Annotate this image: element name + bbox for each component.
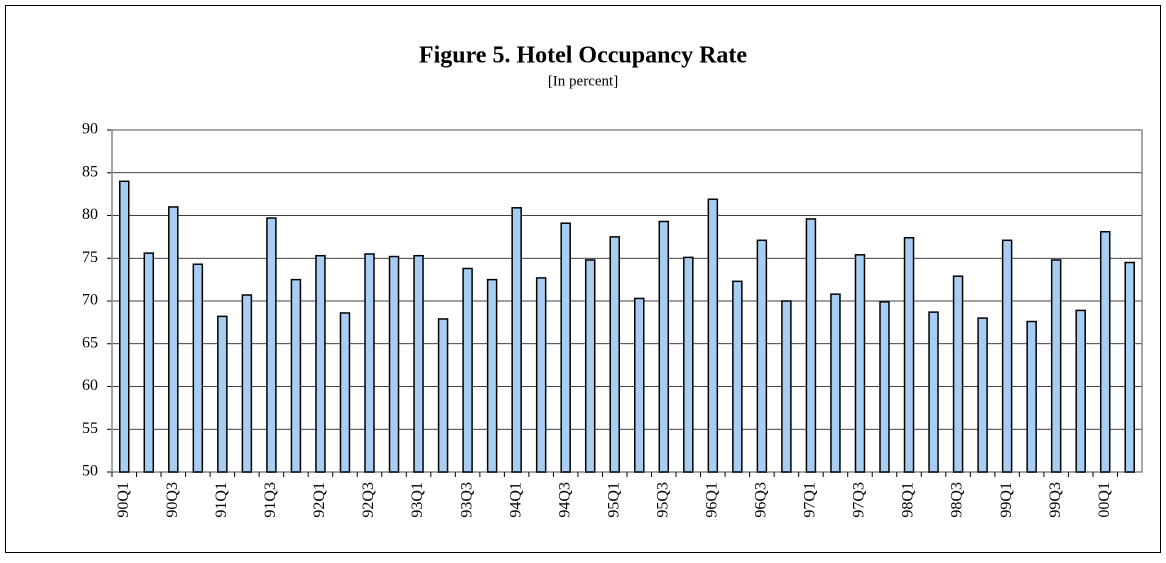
- bar: [707, 198, 719, 473]
- bar: [805, 218, 817, 473]
- bar: [781, 300, 792, 473]
- bar: [756, 239, 768, 473]
- bar: [486, 278, 498, 473]
- bar: [143, 252, 155, 473]
- bar: [609, 236, 620, 473]
- y-tick-label: 90: [82, 121, 98, 138]
- x-tick-label: 97Q1: [802, 482, 819, 518]
- chart-subtitle: [In percent]: [548, 73, 618, 89]
- x-tick-label: 94Q3: [556, 482, 573, 518]
- bar: [1075, 309, 1086, 473]
- x-tick-label: 96Q1: [704, 482, 721, 518]
- x-tick-label: 97Q3: [851, 482, 868, 518]
- x-tick-label: 99Q3: [1047, 482, 1064, 518]
- bar: [119, 180, 130, 473]
- bar: [854, 254, 866, 473]
- bar: [364, 253, 375, 473]
- bar: [1050, 259, 1062, 473]
- bar: [732, 280, 743, 473]
- bar: [168, 206, 179, 473]
- bar: [535, 277, 547, 473]
- bar: [511, 207, 522, 473]
- bar: [388, 255, 400, 473]
- y-tick-label: 60: [82, 377, 98, 394]
- bar: [217, 315, 228, 473]
- x-tick-label: 90Q1: [115, 482, 132, 518]
- bar: [1026, 320, 1037, 473]
- x-tick-label: 93Q1: [409, 482, 426, 518]
- x-tick-label: 98Q1: [900, 482, 917, 518]
- bar: [437, 318, 449, 473]
- y-tick-label: 50: [82, 463, 98, 480]
- y-tick-label: 85: [82, 163, 98, 180]
- x-tick-label: 00Q1: [1096, 482, 1113, 518]
- x-tick-label: 93Q3: [458, 482, 475, 518]
- bar: [462, 267, 473, 473]
- bar: [1124, 261, 1135, 473]
- x-tick-label: 94Q1: [507, 482, 524, 518]
- bar: [584, 259, 596, 473]
- bar: [928, 311, 939, 473]
- bar: [560, 222, 571, 473]
- bar: [339, 312, 351, 473]
- bar: [315, 254, 326, 473]
- bar: [634, 297, 645, 473]
- bar: [830, 293, 841, 473]
- bar: [683, 256, 694, 473]
- chart-title: Figure 5. Hotel Occupancy Rate: [419, 43, 748, 69]
- bar: [1001, 239, 1013, 473]
- x-tick-label: 98Q3: [949, 482, 966, 518]
- x-tick-label: 91Q3: [262, 482, 279, 518]
- bar: [977, 317, 988, 473]
- x-tick-label: 96Q3: [753, 482, 770, 518]
- x-tick-label: 99Q1: [998, 482, 1015, 518]
- x-tick-label: 90Q3: [164, 482, 181, 518]
- bar: [241, 294, 253, 473]
- bar: [903, 236, 915, 473]
- bar: [290, 278, 302, 473]
- x-tick-label: 95Q1: [605, 482, 622, 518]
- x-tick-label: 91Q1: [213, 482, 230, 518]
- bar: [879, 301, 890, 473]
- bar: [952, 275, 964, 473]
- bar: [413, 254, 424, 473]
- bar: [658, 220, 670, 473]
- x-tick-label: 92Q1: [311, 482, 328, 518]
- y-tick-label: 65: [82, 334, 98, 351]
- bar: [192, 263, 204, 473]
- x-tick-label: 95Q3: [654, 482, 671, 518]
- y-tick-label: 55: [82, 420, 98, 437]
- y-tick-label: 75: [82, 249, 98, 266]
- x-tick-label: 92Q3: [360, 482, 377, 518]
- y-tick-label: 80: [82, 206, 98, 223]
- bar: [1099, 230, 1111, 473]
- y-tick-label: 70: [82, 292, 98, 309]
- bar: [266, 217, 277, 473]
